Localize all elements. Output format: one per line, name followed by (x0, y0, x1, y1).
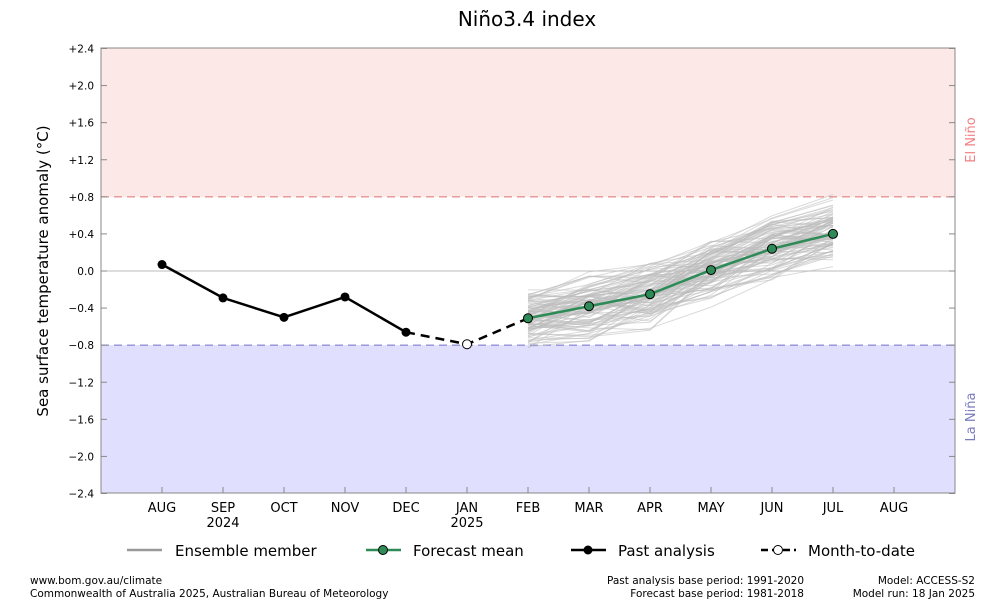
ensemble-member-line (527, 234, 834, 298)
y-tick-label: −1.2 (69, 377, 95, 389)
el-nino-label: El Niño (964, 117, 979, 163)
ensemble-member-line (527, 251, 834, 312)
legend-ensemble: Ensemble member (175, 542, 318, 560)
legend: Ensemble member Forecast mean Past analy… (127, 542, 915, 560)
y-tick-label: −1.6 (69, 414, 95, 426)
year-label: 2025 (450, 516, 483, 531)
x-tick-label: NOV (331, 501, 360, 516)
legend-past-analysis: Past analysis (618, 542, 715, 560)
chart-title: Niño3.4 index (458, 7, 596, 31)
x-tick-label: DEC (392, 501, 419, 516)
year-label: 2024 (206, 516, 239, 531)
forecast-mean-point (767, 243, 777, 254)
footer-copyright: Commonwealth of Australia 2025, Australi… (30, 588, 388, 600)
x-tick-label: FEB (516, 501, 541, 516)
ensemble-member-line (527, 237, 834, 336)
past-analysis-point (340, 292, 350, 302)
forecast-mean-point (523, 313, 533, 324)
y-tick-label: −2.0 (69, 451, 95, 463)
x-tick-label: MAY (697, 501, 724, 516)
y-tick-label: +2.0 (69, 81, 95, 93)
y-tick-label: −0.4 (69, 303, 95, 315)
legend-month-to-date: Month-to-date (808, 542, 915, 560)
past-analysis-point (279, 312, 289, 322)
footer-past-base: Past analysis base period: 1991-2020 (607, 575, 804, 587)
x-tick-label: AUG (880, 501, 908, 516)
footer-forecast-base: Forecast base period: 1981-2018 (630, 588, 804, 600)
x-tick-label: JAN (455, 501, 478, 516)
ensemble-member-line (527, 241, 834, 341)
ensemble-member-line (527, 226, 834, 316)
ensemble-member-line (527, 240, 834, 330)
forecast-mean-point (706, 265, 716, 276)
ensemble-member-line (527, 229, 834, 331)
y-tick-label: +1.2 (69, 155, 95, 167)
x-tick-label: APR (637, 501, 663, 516)
y-tick-label: +0.4 (69, 229, 95, 241)
legend-forecast-mean: Forecast mean (413, 542, 524, 560)
y-tick-label: +0.8 (69, 192, 95, 204)
y-tick-label: +2.4 (69, 44, 95, 56)
x-tick-label: AUG (148, 501, 176, 516)
el-nino-region (101, 48, 955, 197)
ensemble-member-line (527, 257, 834, 306)
x-tick-label: JUL (822, 501, 844, 516)
forecast-mean-point (584, 301, 594, 312)
past-analysis-point (157, 260, 167, 270)
la-nina-region (101, 345, 955, 493)
y-tick-label: 0.0 (77, 266, 94, 278)
past-analysis-point (401, 327, 411, 337)
forecast-mean-point (828, 228, 838, 239)
forecast-mean-point (645, 289, 655, 300)
x-tick-label: JUN (759, 501, 783, 516)
footer-url[interactable]: www.bom.gov.au/climate (30, 575, 162, 587)
footer-model: Model: ACCESS-S2 (878, 575, 975, 587)
y-tick-label: −2.4 (69, 489, 95, 501)
past-analysis-point (218, 293, 228, 303)
la-nina-label: La Niña (964, 393, 979, 442)
x-tick-label: MAR (574, 501, 603, 516)
y-axis-label: Sea surface temperature anomaly (°C) (34, 125, 52, 416)
y-tick-label: −0.8 (69, 340, 95, 352)
month-to-date-point (462, 339, 472, 350)
ensemble-member-line (527, 199, 834, 296)
ensemble-member-line (527, 266, 834, 297)
y-tick-label: +1.6 (69, 118, 95, 130)
ensemble-member-line (527, 247, 834, 334)
ensemble-member-line (527, 213, 834, 324)
past-analysis-line (161, 263, 407, 334)
forecast-mean-line (527, 232, 834, 320)
ensemble-member-line (527, 224, 834, 307)
ensemble-member-line (527, 242, 834, 341)
ensemble-member-line (527, 253, 834, 332)
x-tick-label: SEP (211, 501, 235, 516)
x-tick-label: OCT (270, 501, 297, 516)
footer-model-run: Model run: 18 Jan 2025 (853, 588, 975, 600)
ensemble-member-line (527, 217, 834, 332)
